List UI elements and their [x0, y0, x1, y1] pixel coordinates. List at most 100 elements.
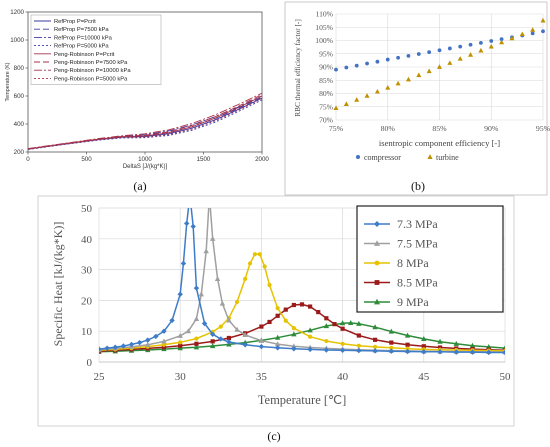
data-point — [209, 331, 216, 337]
data-point — [447, 60, 453, 65]
data-point — [499, 39, 505, 45]
data-point — [469, 349, 476, 355]
legend-marker — [374, 260, 380, 266]
data-point — [262, 264, 267, 269]
data-point — [540, 17, 546, 23]
legend-label: 8 MPa — [397, 256, 429, 270]
data-point — [203, 248, 209, 254]
data-point — [198, 291, 205, 297]
data-point — [502, 349, 505, 356]
y-tick-label: 75% — [319, 102, 334, 111]
data-point — [437, 338, 443, 344]
legend-marker — [374, 298, 380, 305]
data-point — [120, 343, 127, 349]
x-tick-label: 1000 — [138, 156, 152, 163]
data-point — [307, 327, 313, 333]
legend-marker — [374, 280, 380, 285]
data-point — [257, 252, 262, 257]
data-point — [153, 333, 159, 340]
data-point — [209, 235, 216, 241]
data-point — [283, 307, 288, 312]
data-point — [340, 326, 345, 331]
data-point — [323, 347, 330, 353]
x-tick-label: 75% — [329, 124, 344, 133]
data-point — [344, 65, 349, 70]
data-point — [291, 346, 297, 352]
data-point — [375, 59, 380, 64]
data-point — [169, 317, 175, 324]
data-point — [468, 42, 473, 47]
data-point — [478, 47, 484, 53]
y-tick-label: 10 — [81, 326, 93, 338]
data-point — [530, 31, 535, 36]
data-point — [210, 339, 215, 344]
x-tick-label: 80% — [381, 124, 396, 133]
data-point — [356, 320, 362, 326]
data-point — [324, 338, 329, 344]
y-tick-label: 200 — [14, 149, 25, 156]
data-point — [437, 349, 443, 355]
data-point — [209, 343, 216, 349]
data-point — [243, 276, 248, 281]
data-point — [404, 348, 411, 355]
data-point — [356, 343, 361, 348]
data-point — [234, 326, 240, 332]
data-point — [201, 320, 208, 327]
data-point — [374, 88, 380, 94]
data-point — [274, 345, 281, 351]
legend-label: turbine — [436, 153, 459, 162]
data-point — [194, 336, 199, 341]
data-point — [388, 348, 395, 354]
data-point — [469, 342, 476, 348]
data-point — [356, 347, 362, 354]
data-point — [242, 331, 248, 337]
y-tick-label: 30 — [81, 265, 93, 277]
data-point — [509, 35, 515, 41]
y-tick-label: 70% — [319, 116, 334, 125]
data-point — [365, 61, 369, 66]
data-point — [406, 53, 411, 58]
legend-label: 9 MPa — [397, 295, 429, 309]
x-tick-label: 35 — [256, 371, 268, 383]
x-tick-label: 1500 — [197, 156, 211, 163]
data-point — [207, 193, 212, 198]
data-point — [267, 319, 272, 325]
data-point — [274, 334, 281, 340]
data-point — [274, 341, 281, 347]
y-tick-label: 90% — [319, 63, 334, 72]
data-point — [112, 344, 118, 350]
data-point — [308, 304, 313, 309]
legend-label: 7.5 MPa — [397, 237, 438, 251]
legend-label: compressor — [364, 153, 401, 162]
data-point — [99, 346, 102, 352]
data-point — [404, 332, 411, 338]
data-point — [275, 313, 280, 318]
panel-label-c: (c) — [267, 429, 280, 443]
data-point — [489, 39, 494, 43]
data-point — [259, 324, 264, 329]
x-axis-label: DeltaS [J/(kg*K)] — [123, 164, 168, 170]
data-point — [530, 27, 536, 32]
legend-swatch — [356, 155, 360, 159]
data-point — [421, 344, 426, 349]
data-point — [421, 349, 427, 355]
data-point — [486, 349, 492, 356]
legend-label: RefProp P=10000 kPa — [54, 35, 113, 41]
legend-label: Peng-Robinson P=7500 kPa — [54, 60, 128, 66]
data-point — [340, 341, 345, 346]
data-point — [308, 334, 313, 339]
data-point — [426, 68, 432, 74]
data-point — [427, 50, 432, 55]
data-point — [178, 343, 183, 348]
data-point — [283, 318, 288, 323]
data-point — [458, 44, 463, 49]
data-point — [541, 29, 545, 34]
y-tick-label: 600 — [14, 93, 25, 100]
data-point — [389, 340, 394, 345]
panel-frame — [284, 1, 548, 196]
legend-label: Peng-Robinson P=10000 kPa — [54, 68, 131, 74]
data-point — [388, 328, 395, 334]
data-point — [258, 343, 265, 350]
data-point — [519, 31, 525, 37]
